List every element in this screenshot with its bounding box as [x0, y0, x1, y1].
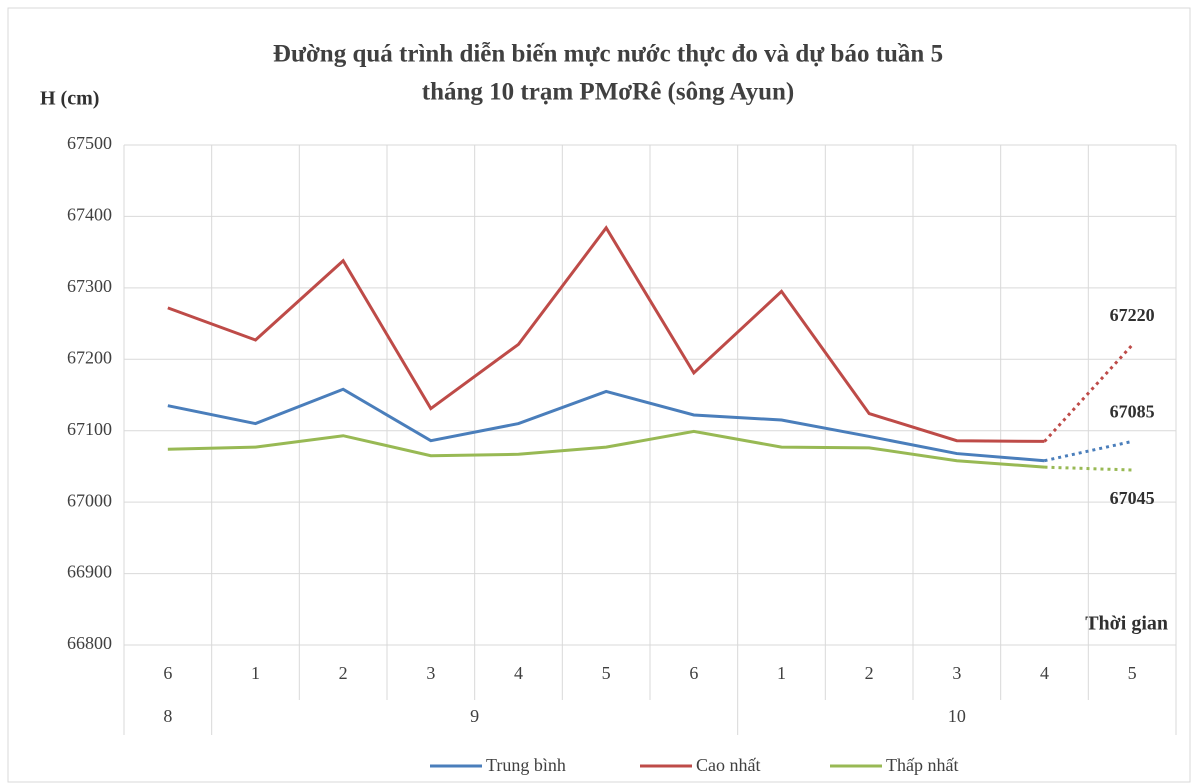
- y-tick-label: 67000: [67, 490, 112, 510]
- y-axis-label: H (cm): [40, 88, 99, 110]
- x-group-label: 8: [163, 706, 172, 726]
- line-series: [167, 429, 1045, 469]
- legend-label: Trung bình: [486, 755, 566, 775]
- line-series: [167, 387, 1045, 463]
- x-group-label: 9: [470, 706, 479, 726]
- legend-label: Thấp nhất: [886, 755, 958, 775]
- x-tick-label: 1: [251, 663, 260, 683]
- y-tick-label: 67500: [67, 133, 112, 153]
- x-tick-label: 3: [952, 663, 961, 683]
- annotation: 67085: [1110, 402, 1155, 422]
- x-group-label: 10: [948, 706, 966, 726]
- x-tick-label: 1: [777, 663, 786, 683]
- x-tick-label: 2: [865, 663, 874, 683]
- y-tick-label: 67300: [67, 276, 112, 296]
- x-tick-label: 4: [514, 663, 523, 683]
- x-tick-label: 4: [1040, 663, 1049, 683]
- x-tick-label: 2: [339, 663, 348, 683]
- annotation: 67045: [1110, 488, 1155, 508]
- x-tick-label: 6: [689, 663, 698, 683]
- x-tick-label: 5: [602, 663, 611, 683]
- y-tick-label: 67100: [67, 419, 112, 439]
- y-tick-label: 66900: [67, 562, 112, 582]
- chart-title: Đường quá trình diễn biến mực nước thực …: [273, 41, 943, 68]
- x-axis-label: Thời gian: [1085, 613, 1168, 635]
- forecast-line: [1044, 439, 1133, 463]
- y-tick-label: 67200: [67, 347, 112, 367]
- x-tick-label: 6: [163, 663, 172, 683]
- y-tick-label: 67400: [67, 205, 112, 225]
- annotation: 67220: [1110, 305, 1155, 325]
- line-series: [167, 225, 1045, 443]
- forecast-line: [1044, 465, 1133, 472]
- y-tick-label: 66800: [67, 633, 112, 653]
- x-tick-label: 3: [426, 663, 435, 683]
- chart-title: tháng 10 trạm PMơRê (sông Ayun): [422, 79, 794, 106]
- legend-label: Cao nhất: [696, 755, 761, 775]
- forecast-line: [1043, 343, 1134, 443]
- x-tick-label: 5: [1128, 663, 1137, 683]
